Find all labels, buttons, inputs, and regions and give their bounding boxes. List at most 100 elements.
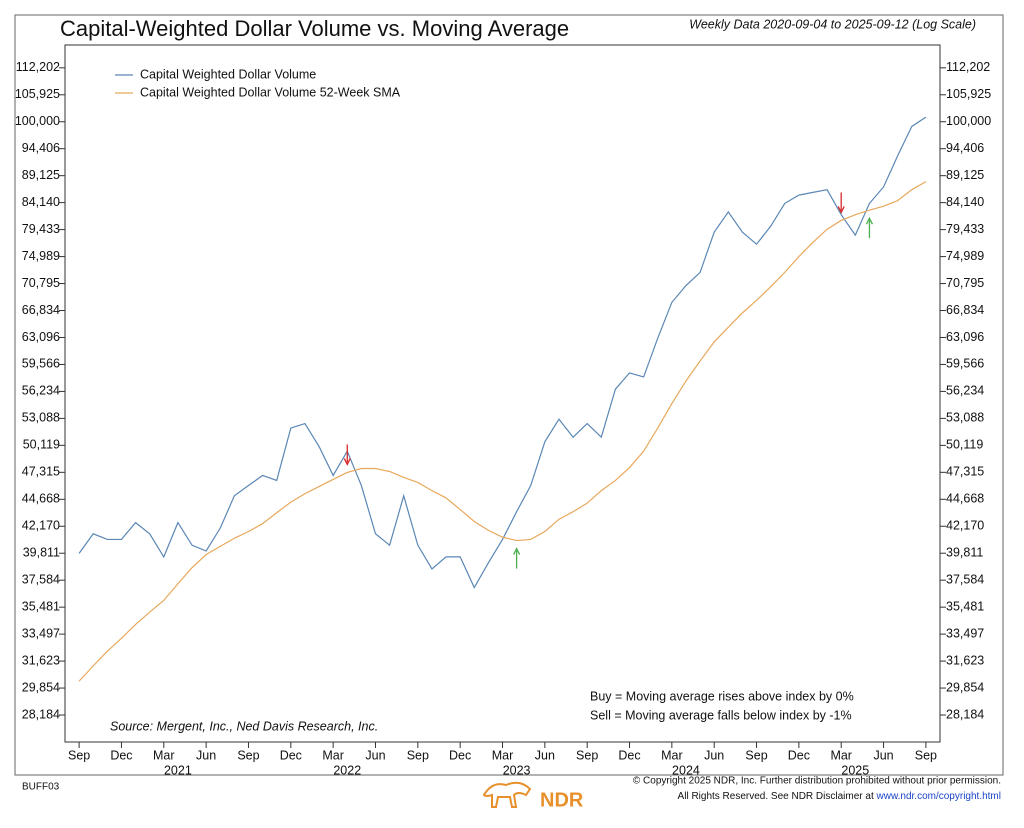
y-tick-label-right: 37,584	[946, 572, 984, 586]
x-tick-label: Sep	[237, 748, 259, 762]
y-tick-label: 89,125	[22, 168, 60, 182]
y-tick-label-right: 112,202	[946, 60, 990, 74]
y-tick-label: 94,406	[22, 141, 60, 155]
y-tick-label-right: 50,119	[946, 438, 983, 452]
rights-text: All Rights Reserved. See NDR Disclaimer …	[678, 791, 877, 802]
copyright: © Copyright 2025 NDR, Inc. Further distr…	[633, 776, 1001, 787]
signal-head	[865, 216, 874, 225]
y-tick-label: 33,497	[22, 626, 60, 640]
x-tick-label: Sep	[745, 748, 767, 762]
y-tick-label-right: 63,096	[946, 330, 984, 344]
y-tick-label-right: 33,497	[946, 626, 984, 640]
y-tick-label-right: 89,125	[946, 168, 984, 182]
y-tick-label: 31,623	[22, 653, 60, 667]
x-tick-label: Sep	[407, 748, 429, 762]
signal-head	[837, 206, 845, 214]
note: Buy = Moving average rises above index b…	[590, 689, 854, 703]
x-tick-label: Dec	[449, 748, 471, 762]
x-tick-label: Jun	[873, 748, 893, 762]
legend-label: Capital Weighted Dollar Volume 52-Week S…	[140, 85, 401, 99]
logo: NDR	[482, 781, 584, 811]
x-year-label: 2025	[841, 763, 869, 777]
rights: All Rights Reserved. See NDR Disclaimer …	[678, 791, 1001, 802]
y-tick-label-right: 42,170	[946, 519, 984, 533]
y-tick-label: 70,795	[22, 276, 60, 290]
y-tick-label-right: 70,795	[946, 276, 984, 290]
signal-arrow	[837, 192, 845, 214]
x-tick-label: Mar	[153, 748, 175, 762]
y-tick-label-right: 28,184	[946, 707, 984, 721]
x-year-label: 2023	[503, 763, 531, 777]
y-tick-label: 63,096	[22, 330, 60, 344]
signal-head	[343, 458, 351, 466]
note: Sell = Moving average falls below index …	[590, 708, 852, 722]
x-tick-label: Sep	[576, 748, 598, 762]
legend-label: Capital Weighted Dollar Volume	[140, 67, 316, 81]
y-tick-label: 74,989	[22, 249, 60, 263]
signal-head	[513, 547, 521, 555]
y-tick-label: 105,925	[15, 87, 60, 101]
x-tick-label: Jun	[704, 748, 724, 762]
chart-subtitle: Weekly Data 2020-09-04 to 2025-09-12 (Lo…	[689, 17, 976, 31]
y-tick-label: 59,566	[22, 357, 60, 371]
y-tick-label-right: 31,623	[946, 653, 984, 667]
signal-arrow	[865, 216, 874, 239]
source: Source: Mergent, Inc., Ned Davis Researc…	[110, 719, 378, 733]
y-tick-label: 112,202	[16, 60, 60, 74]
y-tick-label: 37,584	[22, 572, 60, 586]
y-tick-label-right: 94,406	[946, 141, 984, 155]
y-tick-label: 100,000	[15, 114, 60, 128]
x-tick-label: Mar	[661, 748, 683, 762]
logo-text: NDR	[540, 789, 584, 811]
y-tick-label-right: 56,234	[946, 384, 984, 398]
x-year-label: 2024	[672, 763, 700, 777]
y-tick-label: 53,088	[22, 411, 60, 425]
x-tick-label: Dec	[618, 748, 640, 762]
x-tick-label: Jun	[535, 748, 555, 762]
x-tick-label: Jun	[196, 748, 216, 762]
y-tick-label: 84,140	[22, 195, 60, 209]
logo-bull	[482, 781, 532, 808]
signal-arrow	[513, 547, 521, 569]
y-tick-label-right: 84,140	[946, 195, 984, 209]
x-year-label: 2022	[333, 763, 361, 777]
y-tick-label-right: 66,834	[946, 303, 984, 317]
y-tick-label-right: 105,925	[946, 87, 991, 101]
y-tick-label: 66,834	[22, 303, 60, 317]
x-tick-label: Dec	[788, 748, 810, 762]
y-tick-label: 44,668	[22, 492, 60, 506]
x-year-label: 2021	[164, 763, 192, 777]
chart-title: Capital-Weighted Dollar Volume vs. Movin…	[60, 16, 569, 41]
y-tick-label: 42,170	[22, 519, 60, 533]
x-tick-label: Dec	[280, 748, 302, 762]
series-line	[78, 116, 927, 589]
frame	[14, 14, 1004, 776]
y-tick-label-right: 47,315	[946, 465, 984, 479]
x-tick-label: Mar	[492, 748, 514, 762]
y-tick-label: 28,184	[22, 707, 60, 721]
x-tick-label: Dec	[110, 748, 132, 762]
x-tick-label: Sep	[68, 748, 90, 762]
y-tick-label: 39,811	[23, 546, 60, 560]
signal-arrow	[343, 444, 351, 466]
y-tick-label-right: 59,566	[946, 357, 984, 371]
y-tick-label-right: 79,433	[946, 222, 984, 236]
copyright-link[interactable]: www.ndr.com/copyright.html	[876, 791, 1002, 802]
y-tick-label: 47,315	[22, 465, 60, 479]
y-tick-label-right: 44,668	[946, 492, 984, 506]
x-tick-label: Mar	[830, 748, 852, 762]
series-line	[78, 181, 927, 682]
y-tick-label-right: 29,854	[946, 680, 984, 694]
y-tick-label: 56,234	[22, 384, 60, 398]
y-tick-label: 35,481	[22, 599, 60, 613]
chart-code: BUFF03	[22, 782, 60, 793]
y-tick-label-right: 74,989	[946, 249, 984, 263]
x-tick-label: Mar	[322, 748, 344, 762]
x-tick-label: Sep	[915, 748, 937, 762]
y-tick-label: 79,433	[22, 222, 60, 236]
y-tick-label: 29,854	[22, 680, 60, 694]
y-tick-label-right: 39,811	[946, 546, 983, 560]
